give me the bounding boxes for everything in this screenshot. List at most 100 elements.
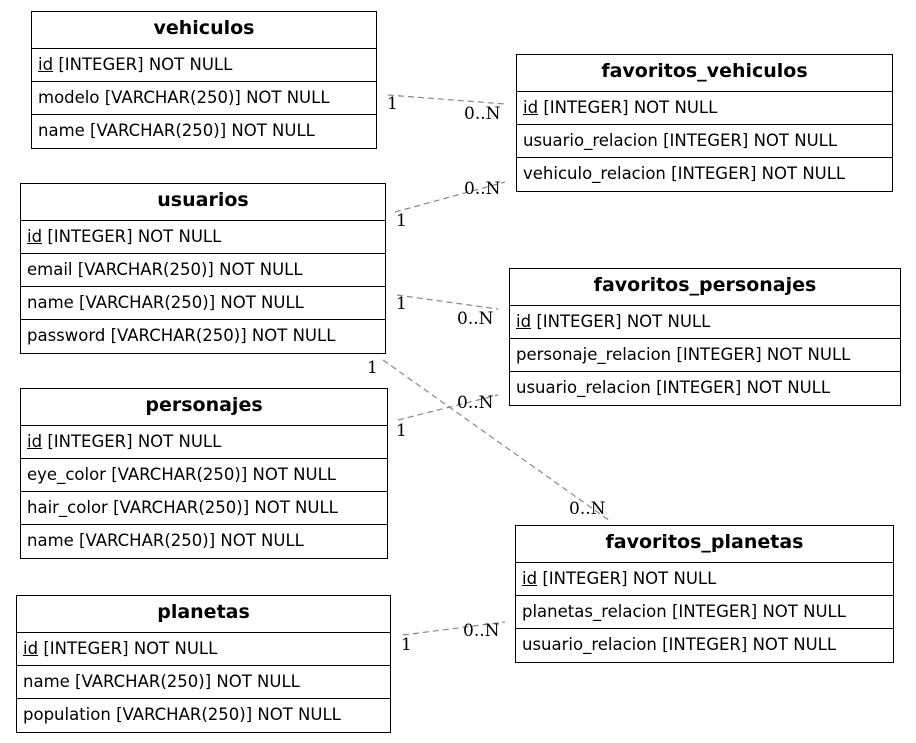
field-type: [INTEGER] NOT NULL [43, 639, 218, 658]
field-row: hair_color [VARCHAR(250)] NOT NULL [21, 492, 387, 525]
field-row: id [INTEGER] NOT NULL [32, 49, 376, 82]
cardinality-many: 0..N [464, 179, 501, 199]
field-name-pk: id [38, 55, 54, 74]
field-name-pk: id [27, 227, 43, 246]
cardinality-many: 0..N [464, 104, 501, 124]
relation-line [394, 181, 506, 213]
field-name: hair_color [27, 498, 108, 517]
field-name-pk: id [23, 639, 39, 658]
cardinality-one: 1 [401, 635, 412, 655]
field-row: planetas_relacion [INTEGER] NOT NULL [516, 596, 893, 629]
field-type: [INTEGER] NOT NULL [58, 55, 233, 74]
field-row: name [VARCHAR(250)] NOT NULL [17, 666, 390, 699]
field-name-pk: id [523, 98, 539, 117]
field-name: name [38, 121, 85, 140]
field-type: [INTEGER] NOT NULL [47, 227, 222, 246]
field-type: [INTEGER] NOT NULL [662, 635, 837, 654]
field-type: [VARCHAR(250)] NOT NULL [104, 88, 330, 107]
field-type: [VARCHAR(250)] NOT NULL [110, 326, 336, 345]
field-name: email [27, 260, 73, 279]
field-type: [INTEGER] NOT NULL [671, 164, 846, 183]
field-name: name [27, 293, 74, 312]
field-row: population [VARCHAR(250)] NOT NULL [17, 699, 390, 732]
entity-title: planetas [17, 596, 390, 633]
field-name: name [27, 531, 74, 550]
entity-personajes: personajes id [INTEGER] NOT NULL eye_col… [20, 388, 388, 559]
field-type: [VARCHAR(250)] NOT NULL [116, 705, 341, 724]
field-name: name [23, 672, 70, 691]
field-row: usuario_relacion [INTEGER] NOT NULL [510, 372, 900, 405]
cardinality-one: 1 [367, 358, 378, 378]
entity-favoritos-vehiculos: favoritos_vehiculos id [INTEGER] NOT NUL… [516, 54, 893, 192]
relation-planetas-favoritos-planetas: 1 0..N [401, 621, 506, 655]
cardinality-many: 0..N [463, 621, 500, 641]
field-name: usuario_relacion [523, 131, 658, 150]
relation-line [396, 294, 499, 310]
relation-usuarios-favoritos-planetas: 1 0..N [367, 358, 611, 522]
field-name: vehiculo_relacion [523, 164, 666, 183]
relation-line [397, 394, 499, 421]
cardinality-many: 0..N [457, 309, 494, 329]
field-type: [INTEGER] NOT NULL [676, 345, 851, 364]
cardinality-many: 0..N [569, 499, 606, 519]
field-name: usuario_relacion [522, 635, 657, 654]
field-name: password [27, 326, 106, 345]
field-name-pk: id [522, 569, 538, 588]
field-row: id [INTEGER] NOT NULL [17, 633, 390, 666]
entity-usuarios: usuarios id [INTEGER] NOT NULL email [VA… [20, 183, 386, 354]
field-row: eye_color [VARCHAR(250)] NOT NULL [21, 459, 387, 492]
field-type: [VARCHAR(250)] NOT NULL [113, 498, 338, 517]
field-name: usuario_relacion [516, 378, 651, 397]
field-type: [VARCHAR(250)] NOT NULL [90, 121, 315, 140]
field-row: id [INTEGER] NOT NULL [510, 306, 900, 339]
field-row: name [VARCHAR(250)] NOT NULL [21, 287, 385, 320]
field-type: [INTEGER] NOT NULL [671, 602, 846, 621]
entity-title: vehiculos [32, 12, 376, 49]
relation-vehiculos-favoritos-vehiculos: 1 0..N [387, 94, 506, 124]
cardinality-one: 1 [396, 421, 407, 441]
field-row: personaje_relacion [INTEGER] NOT NULL [510, 339, 900, 372]
relation-usuarios-favoritos-vehiculos: 1 0..N [394, 179, 506, 231]
relation-line [382, 359, 611, 522]
cardinality-one: 1 [387, 94, 398, 114]
field-type: [INTEGER] NOT NULL [543, 98, 718, 117]
field-name: personaje_relacion [516, 345, 672, 364]
field-type: [INTEGER] NOT NULL [542, 569, 717, 588]
entity-vehiculos: vehiculos id [INTEGER] NOT NULL modelo [… [31, 11, 377, 149]
field-row: modelo [VARCHAR(250)] NOT NULL [32, 82, 376, 115]
field-type: [INTEGER] NOT NULL [663, 131, 838, 150]
field-name-pk: id [27, 432, 43, 451]
cardinality-one: 1 [396, 294, 407, 314]
entity-planetas: planetas id [INTEGER] NOT NULL name [VAR… [16, 595, 391, 733]
field-row: vehiculo_relacion [INTEGER] NOT NULL [517, 158, 892, 191]
field-name: eye_color [27, 465, 106, 484]
relation-usuarios-favoritos-personajes: 1 0..N [396, 294, 499, 329]
field-type: [VARCHAR(250)] NOT NULL [79, 293, 304, 312]
field-type: [INTEGER] NOT NULL [47, 432, 222, 451]
relation-line [387, 94, 506, 105]
field-row: id [INTEGER] NOT NULL [21, 221, 385, 254]
entity-title: favoritos_planetas [516, 526, 893, 563]
field-name: planetas_relacion [522, 602, 667, 621]
entity-title: favoritos_personajes [510, 269, 900, 306]
field-row: usuario_relacion [INTEGER] NOT NULL [517, 125, 892, 158]
field-type: [VARCHAR(250)] NOT NULL [111, 465, 336, 484]
relation-line [402, 621, 506, 636]
field-row: password [VARCHAR(250)] NOT NULL [21, 320, 385, 353]
field-row: usuario_relacion [INTEGER] NOT NULL [516, 629, 893, 662]
field-type: [VARCHAR(250)] NOT NULL [75, 672, 300, 691]
field-type: [VARCHAR(250)] NOT NULL [79, 531, 304, 550]
field-row: id [INTEGER] NOT NULL [517, 92, 892, 125]
field-type: [VARCHAR(250)] NOT NULL [77, 260, 303, 279]
field-row: id [INTEGER] NOT NULL [21, 426, 387, 459]
entity-favoritos-personajes: favoritos_personajes id [INTEGER] NOT NU… [509, 268, 901, 406]
cardinality-one: 1 [396, 211, 407, 231]
field-row: email [VARCHAR(250)] NOT NULL [21, 254, 385, 287]
field-row: name [VARCHAR(250)] NOT NULL [21, 525, 387, 558]
entity-title: usuarios [21, 184, 385, 221]
field-name-pk: id [516, 312, 532, 331]
relation-personajes-favoritos-personajes: 1 0..N [396, 393, 499, 441]
entity-title: personajes [21, 389, 387, 426]
field-type: [INTEGER] NOT NULL [536, 312, 711, 331]
